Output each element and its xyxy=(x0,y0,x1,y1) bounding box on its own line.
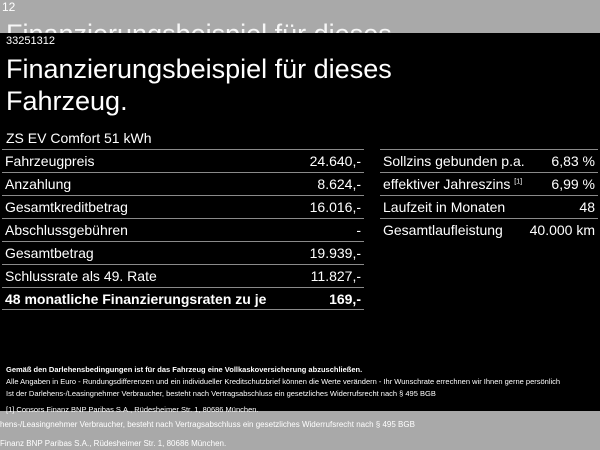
row-value: - xyxy=(356,222,361,238)
row-label: Abschlussgebühren xyxy=(5,222,128,238)
table-row: Abschlussgebühren - xyxy=(2,218,364,241)
monthly-rate-row: 48 monatliche Finanzierungsraten zu je 1… xyxy=(2,287,364,310)
background-title: Finanzierungsbeispiel für dieses xyxy=(6,14,392,34)
table-row: Fahrzeugpreis 24.640,- xyxy=(2,149,364,172)
footer-line: Ist der Darlehens-/Leasingnehmer Verbrau… xyxy=(6,389,436,398)
financing-table-left: Fahrzeugpreis 24.640,- Anzahlung 8.624,-… xyxy=(2,149,364,310)
row-value: 16.016,- xyxy=(309,199,361,215)
row-label: Schlussrate als 49. Rate xyxy=(5,268,157,284)
financing-table-right: Sollzins gebunden p.a. 6,83 % effektiver… xyxy=(380,149,598,241)
row-value: 6,83 % xyxy=(551,153,595,169)
row-value: 11.827,- xyxy=(310,268,361,284)
page-number: 12 xyxy=(2,0,16,14)
row-label: Sollzins gebunden p.a. xyxy=(383,153,525,169)
footer-heading: Gemäß den Darlehensbedingungen ist für d… xyxy=(6,365,363,374)
table-row: Sollzins gebunden p.a. 6,83 % xyxy=(380,149,598,172)
table-row: Anzahlung 8.624,- xyxy=(2,172,364,195)
row-label: Gesamtlaufleistung xyxy=(383,222,503,238)
row-label: Gesamtbetrag xyxy=(5,245,94,261)
background-top-bar: 12 Finanzierungsbeispiel für dieses xyxy=(0,0,600,34)
page-title: Finanzierungsbeispiel für dieses Fahrzeu… xyxy=(6,54,392,116)
row-value: 40.000 km xyxy=(529,222,595,238)
row-value: 8.624,- xyxy=(317,176,361,192)
financing-panel: 33251312 Finanzierungsbeispiel für diese… xyxy=(0,33,600,414)
table-row: effektiver Jahreszins [1] 6,99 % xyxy=(380,172,598,195)
background-footer-line: Finanz BNP Paribas S.A., Rüdesheimer Str… xyxy=(0,439,227,448)
row-label: Fahrzeugpreis xyxy=(5,153,95,169)
table-row: Gesamtkreditbetrag 16.016,- xyxy=(2,195,364,218)
footer-line: Alle Angaben in Euro - Rundungsdifferenz… xyxy=(6,377,561,386)
footnote: [1] Consors Finanz BNP Paribas S.A., Rüd… xyxy=(6,405,259,414)
row-value: 24.640,- xyxy=(309,153,361,169)
table-row: Gesamtbetrag 19.939,- xyxy=(2,241,364,264)
background-footer-line: hens-/Leasingnehmer Verbraucher, besteht… xyxy=(0,420,415,429)
table-row: Gesamtlaufleistung 40.000 km xyxy=(380,218,598,241)
row-label: Gesamtkreditbetrag xyxy=(5,199,128,215)
vehicle-code: 33251312 xyxy=(6,35,55,47)
table-row: Schlussrate als 49. Rate 11.827,- xyxy=(2,264,364,287)
row-value: 19.939,- xyxy=(309,245,361,261)
row-label: Laufzeit in Monaten xyxy=(383,199,506,215)
legal-footer: Gemäß den Darlehensbedingungen ist für d… xyxy=(6,364,596,416)
footnote-marker: [1] xyxy=(514,178,523,186)
table-row: Laufzeit in Monaten 48 xyxy=(380,195,598,218)
background-footer: hens-/Leasingnehmer Verbraucher, besteht… xyxy=(0,410,600,450)
row-label: 48 monatliche Finanzierungsraten zu je xyxy=(5,290,267,307)
row-label: Anzahlung xyxy=(5,176,72,192)
vehicle-model: ZS EV Comfort 51 kWh xyxy=(6,130,152,146)
row-label-text: effektiver Jahreszins xyxy=(383,176,511,192)
row-value: 48 xyxy=(579,199,595,215)
row-label: effektiver Jahreszins [1] xyxy=(383,176,522,192)
row-value: 6,99 % xyxy=(551,176,595,192)
row-value: 169,- xyxy=(329,290,361,307)
